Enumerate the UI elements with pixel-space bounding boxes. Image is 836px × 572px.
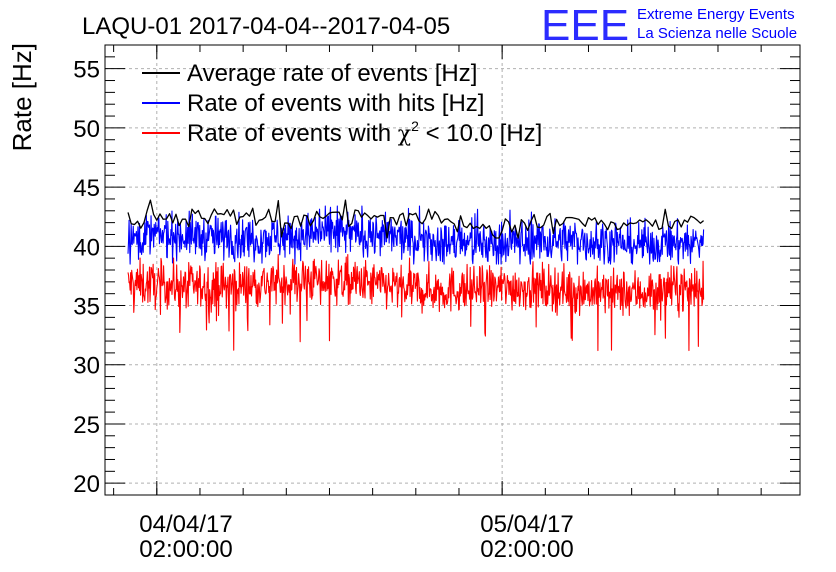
eee-logo-line1: Extreme Energy Events bbox=[637, 6, 795, 23]
legend-label-average: Average rate of events [Hz] bbox=[187, 60, 477, 87]
x-tick-label-date-0: 04/04/17 bbox=[139, 511, 232, 538]
series-line-1 bbox=[127, 205, 705, 265]
eee-logo-mark: EEE bbox=[541, 1, 629, 50]
y-tick-label-40: 40 bbox=[73, 234, 100, 261]
y-axis-label: Rate [Hz] bbox=[7, 43, 37, 151]
legend-label-hits: Rate of events with hits [Hz] bbox=[187, 90, 484, 117]
y-tick-label-55: 55 bbox=[73, 57, 100, 84]
axis-ticks bbox=[105, 44, 800, 496]
legend-chi-symbol: χ bbox=[398, 122, 411, 147]
y-tick-label-25: 25 bbox=[73, 412, 100, 439]
legend: Average rate of events [Hz] Rate of even… bbox=[142, 60, 542, 147]
y-tick-label-50: 50 bbox=[73, 116, 100, 143]
y-tick-label-20: 20 bbox=[73, 471, 100, 498]
y-tick-labels: 20 25 30 35 40 45 50 55 bbox=[73, 57, 100, 498]
grid-lines bbox=[105, 45, 800, 495]
series-line-2 bbox=[127, 254, 705, 352]
x-tick-label-time-0: 02:00:00 bbox=[139, 536, 232, 563]
series-layer bbox=[127, 199, 705, 352]
legend-label-chi2-tail: < 10.0 [Hz] bbox=[419, 120, 542, 147]
x-tick-label-time-1: 02:00:00 bbox=[480, 536, 573, 563]
eee-logo: EEE Extreme Energy Events La Scienza nel… bbox=[541, 1, 797, 50]
eee-logo-line2: La Scienza nelle Scuole bbox=[637, 25, 797, 42]
legend-label-chi2-text: Rate of events with bbox=[187, 120, 391, 147]
x-tick-labels: 04/04/17 02:00:00 05/04/17 02:00:00 bbox=[139, 511, 573, 563]
legend-chi-superscript: 2 bbox=[411, 118, 419, 134]
chart-title: LAQU-01 2017-04-04--2017-04-05 bbox=[82, 13, 450, 40]
legend-label-chi2: Rate of events with χ2 < 10.0 [Hz] bbox=[187, 118, 542, 147]
y-tick-label-45: 45 bbox=[73, 175, 100, 202]
y-tick-label-35: 35 bbox=[73, 294, 100, 321]
y-tick-label-30: 30 bbox=[73, 353, 100, 380]
series-line-0 bbox=[127, 199, 705, 239]
x-tick-label-date-1: 05/04/17 bbox=[480, 511, 573, 538]
